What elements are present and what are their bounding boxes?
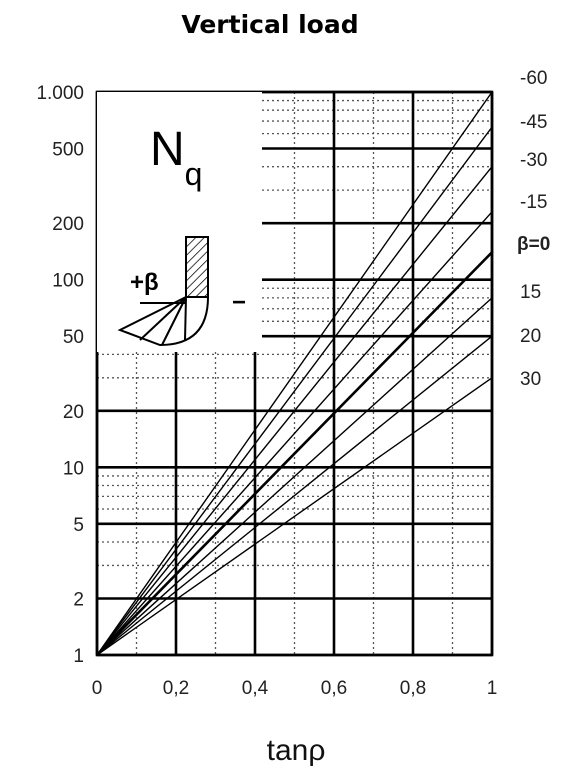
series-line-30 — [96, 377, 493, 656]
series-labels: -60 -45 -30 -15 β=0 15 20 30 — [517, 68, 550, 390]
series-label--45: -45 — [520, 112, 547, 133]
series-lines — [96, 91, 493, 656]
series-line-0 — [96, 251, 493, 656]
series-line--60 — [96, 91, 493, 656]
series-label--15: -15 — [520, 192, 547, 213]
y-tick-label: 200 — [52, 214, 84, 235]
series-label-15: 15 — [520, 282, 541, 303]
inset-plus-beta: +β — [130, 269, 159, 296]
series-label--60: -60 — [520, 68, 547, 89]
y-tick-label: 2 — [73, 590, 84, 611]
y-tick-label: 100 — [52, 271, 84, 292]
x-tick-label: 1 — [487, 678, 498, 699]
inset-n-symbol: Nq — [150, 123, 202, 192]
series-line--45 — [96, 126, 493, 656]
inset-minus: − — [232, 289, 246, 316]
y-tick-labels: 1 2 5 10 20 50 100 200 500 1.000 — [36, 83, 84, 667]
y-tick-label: 500 — [52, 139, 84, 160]
series-line-20 — [96, 335, 493, 656]
footing-diagram-icon — [117, 236, 209, 347]
series-line-15 — [96, 297, 493, 656]
chart-title: Vertical load — [181, 10, 358, 39]
x-axis-label: tanρ — [267, 734, 326, 767]
x-tick-label: 0 — [92, 678, 103, 699]
y-tick-label: 5 — [73, 515, 84, 536]
x-tick-labels: 0 0,2 0,4 0,6 0,8 1 — [92, 678, 498, 699]
series-label--30: -30 — [520, 150, 547, 171]
x-tick-label: 0,4 — [242, 678, 269, 699]
series-line--30 — [96, 166, 493, 656]
series-label-20: 20 — [520, 326, 541, 347]
x-tick-label: 0,2 — [163, 678, 189, 699]
series-label-0: β=0 — [517, 234, 550, 255]
plot-frame — [95, 90, 494, 657]
series-line--15 — [96, 211, 493, 656]
y-tick-label: 10 — [63, 458, 84, 479]
y-tick-label: 50 — [63, 327, 84, 348]
series-label-30: 30 — [520, 369, 541, 390]
y-tick-label: 1.000 — [36, 83, 84, 104]
x-tick-label: 0,8 — [400, 678, 426, 699]
y-tick-label: 1 — [73, 646, 84, 667]
x-tick-label: 0,6 — [321, 678, 347, 699]
y-tick-label: 20 — [63, 402, 84, 423]
